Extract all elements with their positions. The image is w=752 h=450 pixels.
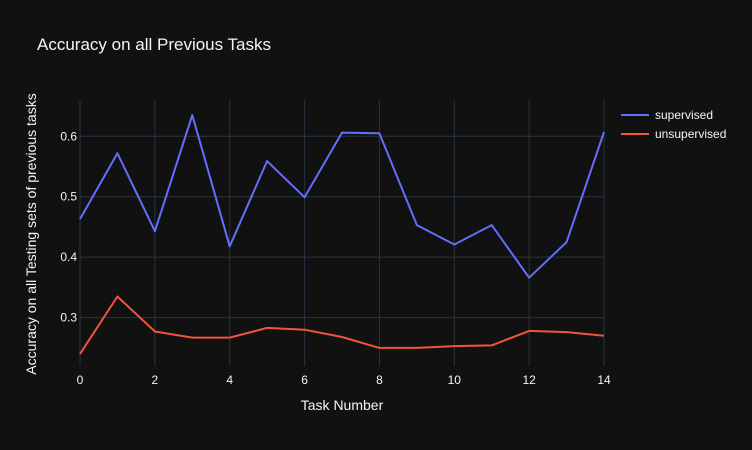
legend-label: supervised xyxy=(655,108,713,122)
series-group xyxy=(79,114,605,355)
y-axis-title: Accuracy on all Testing sets of previous… xyxy=(23,93,39,374)
legend-item-supervised[interactable]: supervised xyxy=(621,108,713,122)
y-tick-label: 0.4 xyxy=(60,250,77,264)
legend-label: unsupervised xyxy=(655,127,726,141)
y-tick-labels: 0.3 0.4 0.5 0.6 xyxy=(60,129,77,324)
x-tick-label: 0 xyxy=(77,373,84,387)
legend-item-unsupervised[interactable]: unsupervised xyxy=(621,127,726,141)
y-tick-label: 0.3 xyxy=(60,311,77,325)
y-tick-label: 0.5 xyxy=(60,190,77,204)
x-tick-labels: 0 2 4 6 8 10 12 14 xyxy=(77,373,611,387)
x-tick-label: 8 xyxy=(376,373,383,387)
series-line-unsupervised[interactable] xyxy=(79,295,605,355)
chart-title: Accuracy on all Previous Tasks xyxy=(37,35,271,54)
x-tick-label: 2 xyxy=(152,373,159,387)
y-tick-label: 0.6 xyxy=(60,129,77,143)
x-tick-label: 6 xyxy=(301,373,308,387)
x-axis-title: Task Number xyxy=(301,397,384,413)
legend[interactable]: supervised unsupervised xyxy=(621,108,726,141)
x-tick-label: 12 xyxy=(522,373,536,387)
x-tick-label: 10 xyxy=(448,373,462,387)
series-line-supervised[interactable] xyxy=(79,114,605,279)
x-tick-label: 4 xyxy=(226,373,233,387)
x-tick-label: 14 xyxy=(597,373,611,387)
grid xyxy=(79,100,605,366)
